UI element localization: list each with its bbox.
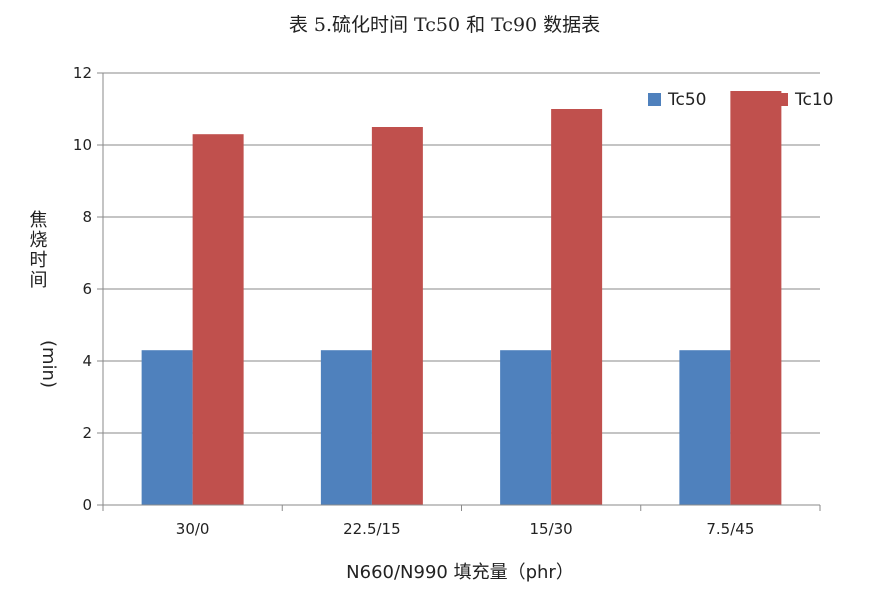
bar-tc10-0 [192, 134, 244, 505]
y-axis-label-text: 焦烧时间 [27, 210, 48, 290]
bar-tc50-1 [320, 350, 372, 505]
y-tick-label: 12 [73, 64, 92, 82]
bar-tc10-3 [730, 91, 782, 505]
x-tick-label: 7.5/45 [706, 520, 754, 538]
y-axis-unit: (min) [38, 340, 59, 388]
legend-swatch-tc50 [648, 93, 661, 106]
legend-label-tc50: Tc50 [667, 90, 706, 110]
legend-label-tc10: Tc10 [794, 90, 833, 110]
chart-title: 表 5.硫化时间 Tc50 和 Tc90 数据表 [288, 14, 601, 36]
x-axis-label: N660/N990 填充量（phr） [346, 562, 574, 583]
y-axis-label: 焦烧时间 (min) [27, 210, 60, 388]
legend-swatch-tc10 [775, 93, 788, 106]
bar-tc50-3 [679, 350, 731, 505]
x-tick-label: 15/30 [530, 520, 573, 538]
y-tick-label: 0 [82, 496, 92, 514]
x-tick-label: 30/0 [176, 520, 210, 538]
y-tick-label: 6 [82, 280, 92, 298]
y-tick-label: 10 [73, 136, 92, 154]
bar-tc50-2 [500, 350, 552, 505]
bar-tc10-2 [551, 109, 603, 505]
bar-tc50-0 [141, 350, 193, 505]
bars [141, 91, 782, 505]
bar-tc10-1 [371, 127, 423, 505]
x-tick-label: 22.5/15 [343, 520, 401, 538]
y-tick-label: 2 [82, 424, 92, 442]
legend: Tc50 Tc10 [648, 90, 833, 110]
axes [97, 72, 821, 511]
y-tick-label: 4 [82, 352, 92, 370]
y-tick-label: 8 [82, 208, 92, 226]
tick-labels: 0 2 4 6 8 10 12 30/0 22.5/15 15/30 7.5/45 [73, 64, 754, 538]
